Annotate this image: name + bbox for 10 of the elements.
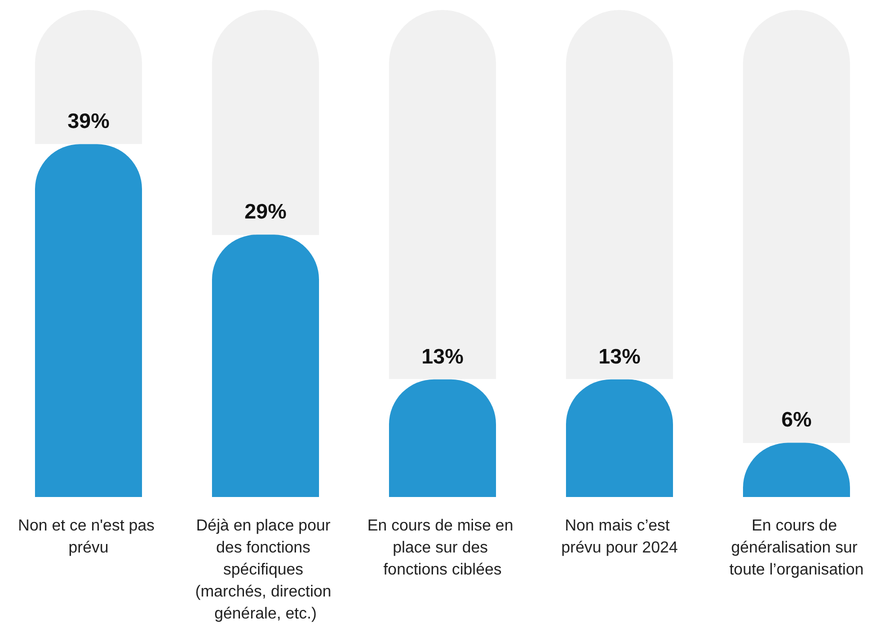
x-tick-label: En cours de mise en place sur des fonctions ciblées <box>367 518 518 578</box>
x-tick-label: En cours de généralisation sur toute l’organisation <box>729 518 864 578</box>
x-tick-label: Non mais c’est prévu pour 2024 <box>561 518 678 556</box>
data-label: 13% <box>598 345 641 368</box>
data-label: 39% <box>67 110 110 134</box>
data-label: 6% <box>781 408 812 432</box>
data-label: 29% <box>244 200 287 224</box>
x-tick-label: Déjà en place pour des fonctions spécifiques (marchés, direction générale, etc.) <box>195 518 336 622</box>
x-tick-label: Non et ce n'est pas prévu <box>18 518 159 556</box>
data-label: 13% <box>421 345 464 368</box>
